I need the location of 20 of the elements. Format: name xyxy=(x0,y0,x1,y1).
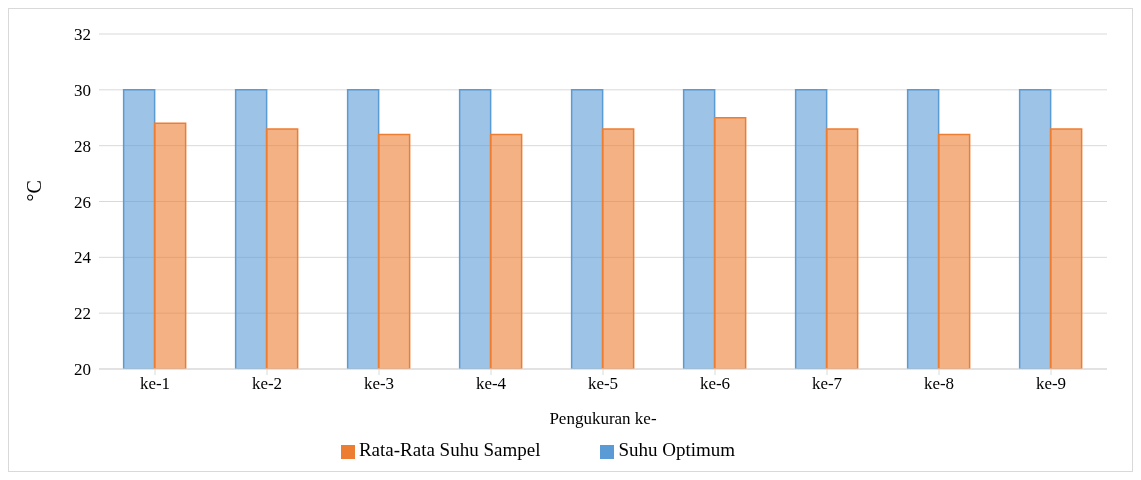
y-tick-label: 32 xyxy=(74,25,91,45)
x-tick-label: ke-4 xyxy=(475,374,507,394)
y-tick-label: 24 xyxy=(74,248,92,268)
x-tick-label: ke-6 xyxy=(699,374,731,394)
x-axis-title: Pengukuran ke- xyxy=(549,409,657,428)
y-tick-label: 28 xyxy=(74,136,91,156)
x-tick-label: ke-1 xyxy=(139,374,171,394)
x-tick-label: ke-3 xyxy=(363,374,395,394)
x-tick-label: ke-2 xyxy=(251,374,283,394)
x-tick-label: ke-9 xyxy=(1035,374,1067,394)
y-axis-title: °C xyxy=(23,180,46,202)
y-tick-label: 26 xyxy=(74,192,91,212)
legend-label: Suhu Optimum xyxy=(618,439,736,460)
x-tick-label: ke-7 xyxy=(811,374,843,394)
x-tick-label: ke-5 xyxy=(587,374,619,394)
y-tick-label: 22 xyxy=(74,304,91,324)
legend-label: Rata-Rata Suhu Sampel xyxy=(358,439,541,460)
y-tick-label: 30 xyxy=(74,80,91,100)
x-tick-label: ke-8 xyxy=(923,374,955,394)
y-tick-label: 20 xyxy=(74,360,91,380)
